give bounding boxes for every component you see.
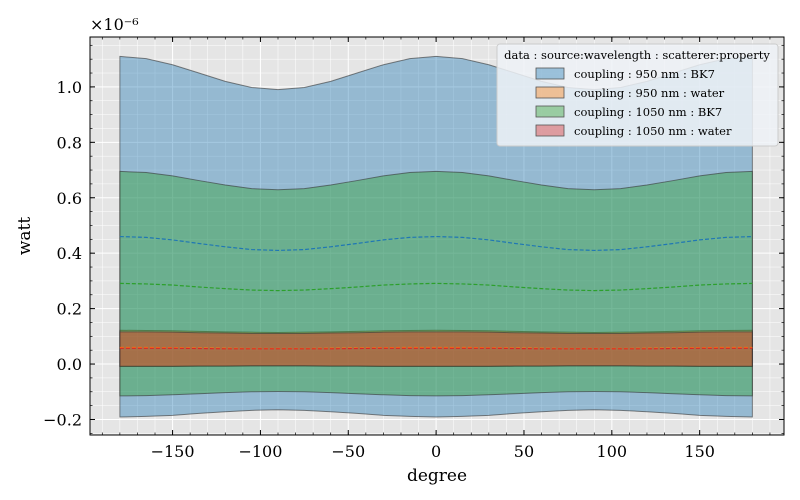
- y-tick-label: −0.2: [43, 410, 82, 429]
- series-layer: [119, 55, 753, 418]
- legend-entry-label: coupling : 1050 nm : water: [574, 124, 732, 138]
- legend: data : source:wavelength : scatterer:pro…: [496, 43, 779, 147]
- ticks: −150 −100 −50 0 50 100 150 −0.2 0.0 0.2 0.4 0.6 0.8 1…: [43, 37, 784, 461]
- mean-line-series-0: [119, 235, 753, 252]
- y-tick-label: 0.2: [57, 300, 82, 319]
- plot-frame: [89, 36, 785, 436]
- x-tick-label: −50: [331, 442, 365, 461]
- y-tick-label: 0.4: [57, 244, 82, 263]
- x-tick-label: 50: [514, 442, 534, 461]
- band-series-0: [119, 55, 753, 418]
- y-tick-label: 1.0: [57, 78, 82, 97]
- x-tick-label: 150: [684, 442, 715, 461]
- grid: [90, 37, 784, 435]
- mean-line-series-2: [119, 282, 753, 292]
- legend-title: data : source:wavelength : scatterer:pro…: [504, 48, 770, 62]
- legend-box: [496, 43, 779, 147]
- legend-entry-label: coupling : 950 nm : water: [574, 86, 725, 100]
- band-series-3: [119, 331, 753, 367]
- legend-swatch: [535, 105, 565, 118]
- legend-swatch: [535, 67, 565, 80]
- y-offset-label: ×10⁻⁶: [90, 15, 139, 34]
- x-tick-label: −100: [238, 442, 282, 461]
- y-tick-label: 0.6: [57, 189, 82, 208]
- y-tick-label: 0.8: [57, 133, 82, 152]
- legend-entry-label: coupling : 950 nm : BK7: [574, 67, 715, 81]
- legend-entry-label: coupling : 1050 nm : BK7: [574, 105, 722, 119]
- legend-swatch: [535, 86, 565, 99]
- y-axis-label: watt: [15, 217, 35, 256]
- x-axis-label: degree: [407, 466, 467, 486]
- x-tick-label: −150: [151, 442, 195, 461]
- x-tick-label: 100: [597, 442, 628, 461]
- mean-line-series-3: [119, 347, 753, 350]
- x-tick-label: 0: [431, 442, 441, 461]
- legend-swatch: [535, 124, 565, 137]
- y-tick-label: 0.0: [57, 355, 82, 374]
- band-series-2: [119, 170, 753, 397]
